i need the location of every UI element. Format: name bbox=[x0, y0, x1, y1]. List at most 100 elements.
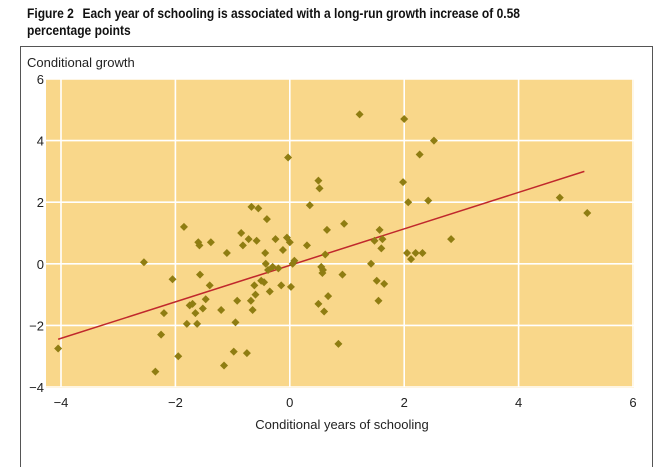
plot-area bbox=[46, 79, 634, 388]
y-tick-label: 4 bbox=[37, 134, 44, 149]
y-tick-label: −4 bbox=[29, 380, 44, 395]
data-point bbox=[198, 304, 207, 313]
data-point bbox=[555, 193, 564, 202]
data-point bbox=[378, 235, 387, 244]
data-point bbox=[274, 264, 283, 273]
tick-labels: −4 −2 0 2 4 6 −4 −2 0 2 4 6 bbox=[29, 72, 636, 410]
data-point bbox=[188, 299, 197, 308]
x-tick-label: −2 bbox=[168, 395, 183, 410]
data-point bbox=[254, 204, 263, 213]
data-point bbox=[195, 270, 204, 279]
data-point bbox=[159, 309, 168, 318]
x-tick-label: 2 bbox=[401, 395, 408, 410]
data-point bbox=[380, 279, 389, 288]
data-point bbox=[201, 295, 210, 304]
data-point bbox=[403, 249, 412, 258]
data-point bbox=[268, 262, 277, 271]
data-point bbox=[355, 110, 364, 119]
data-point bbox=[372, 276, 381, 285]
data-point bbox=[322, 225, 331, 234]
data-point bbox=[367, 259, 376, 268]
data-point bbox=[252, 236, 261, 245]
y-tick-label: 0 bbox=[37, 257, 44, 272]
data-point bbox=[415, 150, 424, 159]
data-point bbox=[447, 235, 456, 244]
data-point bbox=[242, 349, 251, 358]
data-point bbox=[370, 236, 379, 245]
data-point bbox=[174, 352, 183, 361]
x-axis-label: Conditional years of schooling bbox=[255, 417, 428, 432]
data-point bbox=[237, 229, 246, 237]
y-tick-label: 2 bbox=[37, 195, 44, 210]
data-point bbox=[247, 202, 256, 211]
data-point bbox=[246, 296, 255, 305]
data-point bbox=[205, 281, 214, 290]
x-tick-label: 4 bbox=[515, 395, 522, 410]
data-point bbox=[271, 235, 280, 244]
data-point bbox=[374, 296, 383, 305]
data-point bbox=[302, 241, 311, 250]
data-point bbox=[404, 198, 413, 207]
data-point bbox=[220, 361, 229, 370]
data-point bbox=[261, 249, 270, 258]
data-point bbox=[191, 309, 200, 318]
scatter-chart: Conditional growth −4 −2 0 2 4 6 −4 −2 0 2 4 6 Cond… bbox=[27, 55, 637, 432]
data-point bbox=[54, 344, 63, 353]
data-point bbox=[251, 290, 260, 299]
data-point bbox=[407, 255, 416, 264]
y-tick-label: 6 bbox=[37, 72, 44, 87]
data-point bbox=[182, 319, 191, 328]
data-point bbox=[400, 115, 409, 124]
data-point bbox=[334, 339, 343, 348]
data-point bbox=[286, 282, 295, 291]
data-point bbox=[429, 136, 438, 145]
figure-number: Figure 2 bbox=[27, 5, 74, 21]
gridlines bbox=[46, 78, 634, 388]
data-point bbox=[285, 238, 294, 247]
data-point bbox=[418, 249, 427, 258]
data-point bbox=[139, 258, 148, 267]
data-point bbox=[231, 318, 240, 327]
data-point bbox=[314, 299, 323, 308]
x-tick-label: 0 bbox=[286, 395, 293, 410]
data-point bbox=[318, 265, 327, 274]
data-point bbox=[338, 270, 347, 279]
figure-title-text: Each year of schooling is associated wit… bbox=[27, 5, 521, 38]
data-point bbox=[262, 215, 271, 224]
data-point bbox=[179, 222, 188, 231]
data-point bbox=[583, 208, 592, 217]
y-axis-label: Conditional growth bbox=[27, 55, 135, 70]
data-point bbox=[321, 250, 330, 259]
data-point bbox=[248, 306, 257, 314]
data-point bbox=[290, 256, 299, 265]
trend-line bbox=[57, 170, 585, 340]
data-point bbox=[399, 178, 408, 187]
data-point bbox=[233, 296, 242, 305]
data-point bbox=[222, 249, 231, 258]
data-point bbox=[238, 241, 247, 250]
data-point bbox=[151, 367, 160, 376]
data-point bbox=[340, 219, 349, 228]
data-point bbox=[206, 238, 215, 247]
data-point bbox=[195, 241, 204, 250]
data-point bbox=[168, 275, 177, 284]
data-point bbox=[261, 259, 270, 268]
data-point bbox=[305, 201, 314, 210]
x-tick-label: 6 bbox=[629, 395, 636, 410]
data-point bbox=[229, 347, 238, 356]
y-tick-label: −2 bbox=[29, 318, 44, 333]
data-point bbox=[424, 196, 433, 205]
data-point bbox=[250, 281, 259, 290]
data-point bbox=[277, 281, 286, 290]
data-point bbox=[324, 292, 333, 301]
data-point bbox=[244, 235, 253, 244]
data-point bbox=[278, 245, 287, 254]
data-point bbox=[193, 319, 202, 328]
data-point bbox=[314, 176, 323, 185]
data-point bbox=[315, 184, 324, 193]
data-points bbox=[54, 110, 592, 376]
data-point bbox=[217, 306, 226, 314]
figure-title: Figure 2 Each year of schooling is associ… bbox=[27, 5, 543, 39]
data-point bbox=[157, 330, 166, 339]
x-tick-label: −4 bbox=[54, 395, 69, 410]
